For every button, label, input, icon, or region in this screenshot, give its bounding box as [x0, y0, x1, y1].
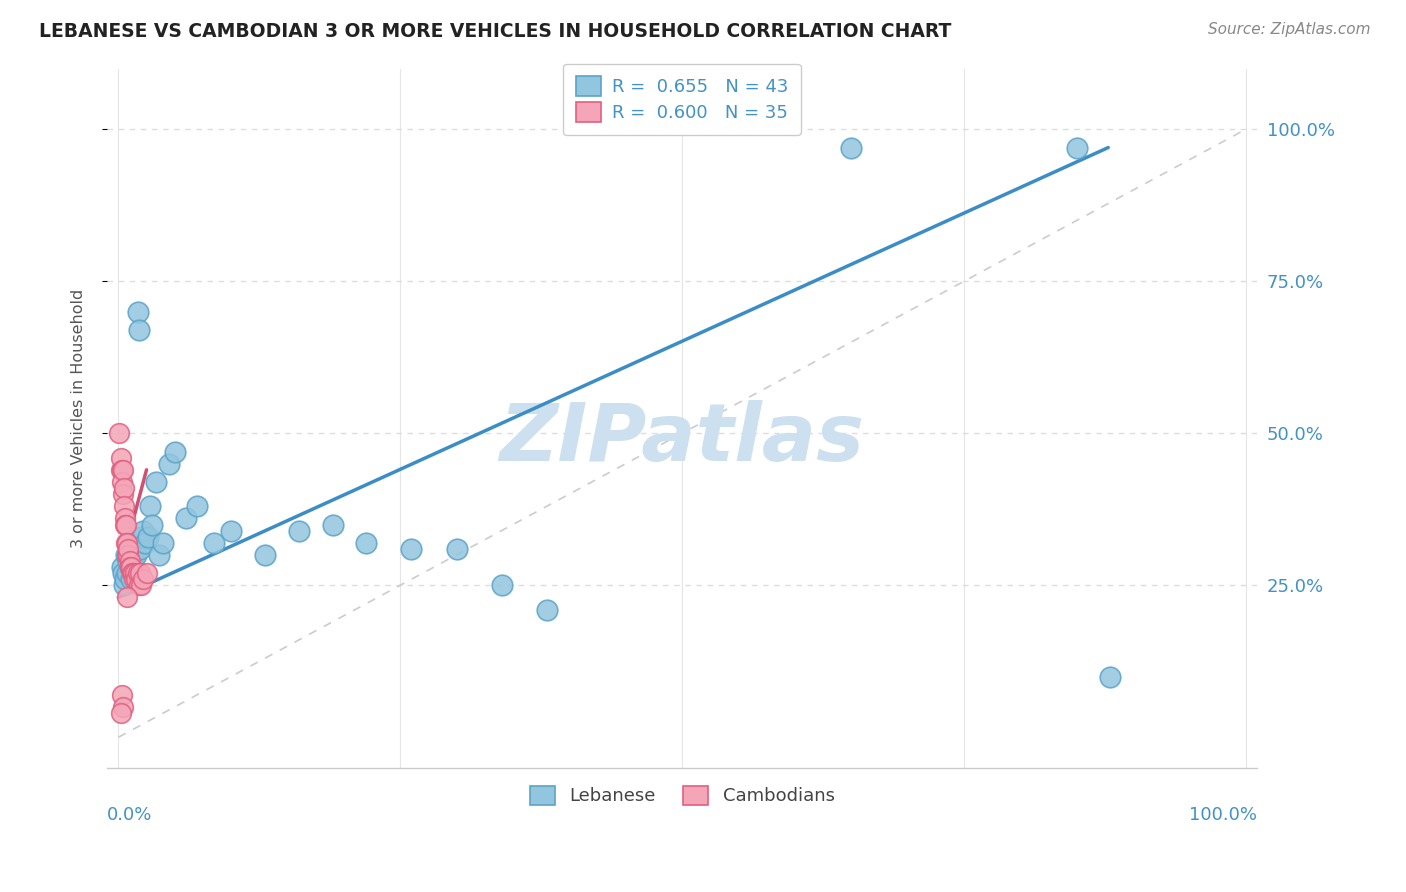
- Point: [124, 541, 146, 556]
- Point: [186, 500, 208, 514]
- Point: [121, 566, 143, 581]
- Point: [839, 140, 862, 154]
- Point: [157, 457, 180, 471]
- Point: [122, 572, 145, 586]
- Point: [111, 463, 134, 477]
- Point: [110, 706, 132, 720]
- Point: [148, 548, 170, 562]
- Point: [117, 591, 139, 605]
- Point: [132, 524, 155, 538]
- Y-axis label: 3 or more Vehicles in Household: 3 or more Vehicles in Household: [72, 288, 86, 548]
- Point: [122, 554, 145, 568]
- Point: [145, 475, 167, 489]
- Point: [115, 548, 138, 562]
- Point: [128, 566, 150, 581]
- Point: [141, 517, 163, 532]
- Point: [1099, 669, 1122, 683]
- Point: [118, 560, 141, 574]
- Point: [287, 524, 309, 538]
- Point: [134, 535, 156, 549]
- Point: [120, 560, 142, 574]
- Point: [118, 554, 141, 568]
- Point: [122, 566, 145, 581]
- Point: [174, 511, 197, 525]
- Point: [129, 530, 152, 544]
- Point: [117, 535, 139, 549]
- Legend: Lebanese, Cambodians: Lebanese, Cambodians: [517, 773, 848, 818]
- Point: [111, 566, 134, 581]
- Point: [111, 463, 134, 477]
- Point: [115, 535, 138, 549]
- Point: [491, 578, 513, 592]
- Point: [112, 481, 135, 495]
- Point: [1066, 140, 1088, 154]
- Point: [112, 578, 135, 592]
- Text: LEBANESE VS CAMBODIAN 3 OR MORE VEHICLES IN HOUSEHOLD CORRELATION CHART: LEBANESE VS CAMBODIAN 3 OR MORE VEHICLES…: [39, 22, 952, 41]
- Point: [127, 304, 149, 318]
- Point: [111, 487, 134, 501]
- Point: [401, 541, 423, 556]
- Point: [112, 500, 135, 514]
- Text: 0.0%: 0.0%: [107, 806, 152, 824]
- Point: [446, 541, 468, 556]
- Point: [128, 541, 150, 556]
- Point: [139, 500, 162, 514]
- Point: [202, 535, 225, 549]
- Point: [125, 572, 148, 586]
- Point: [129, 578, 152, 592]
- Point: [117, 548, 139, 562]
- Point: [128, 323, 150, 337]
- Point: [111, 475, 134, 489]
- Point: [114, 511, 136, 525]
- Point: [356, 535, 378, 549]
- Text: ZIPatlas: ZIPatlas: [499, 401, 865, 478]
- Point: [111, 699, 134, 714]
- Point: [122, 560, 145, 574]
- Point: [117, 554, 139, 568]
- Text: Source: ZipAtlas.com: Source: ZipAtlas.com: [1208, 22, 1371, 37]
- Point: [322, 517, 344, 532]
- Point: [219, 524, 242, 538]
- Point: [118, 560, 141, 574]
- Point: [127, 566, 149, 581]
- Point: [132, 572, 155, 586]
- Point: [121, 548, 143, 562]
- Point: [253, 548, 276, 562]
- Point: [108, 426, 131, 441]
- Point: [114, 517, 136, 532]
- Point: [136, 530, 159, 544]
- Point: [117, 541, 139, 556]
- Point: [111, 560, 134, 574]
- Point: [135, 566, 157, 581]
- Point: [114, 572, 136, 586]
- Point: [115, 517, 138, 532]
- Point: [110, 463, 132, 477]
- Point: [125, 548, 148, 562]
- Point: [152, 535, 174, 549]
- Point: [110, 450, 132, 465]
- Point: [163, 444, 186, 458]
- Point: [117, 548, 139, 562]
- Point: [117, 566, 139, 581]
- Point: [111, 688, 134, 702]
- Point: [120, 572, 142, 586]
- Point: [536, 602, 558, 616]
- Text: 100.0%: 100.0%: [1189, 806, 1257, 824]
- Point: [124, 566, 146, 581]
- Point: [128, 578, 150, 592]
